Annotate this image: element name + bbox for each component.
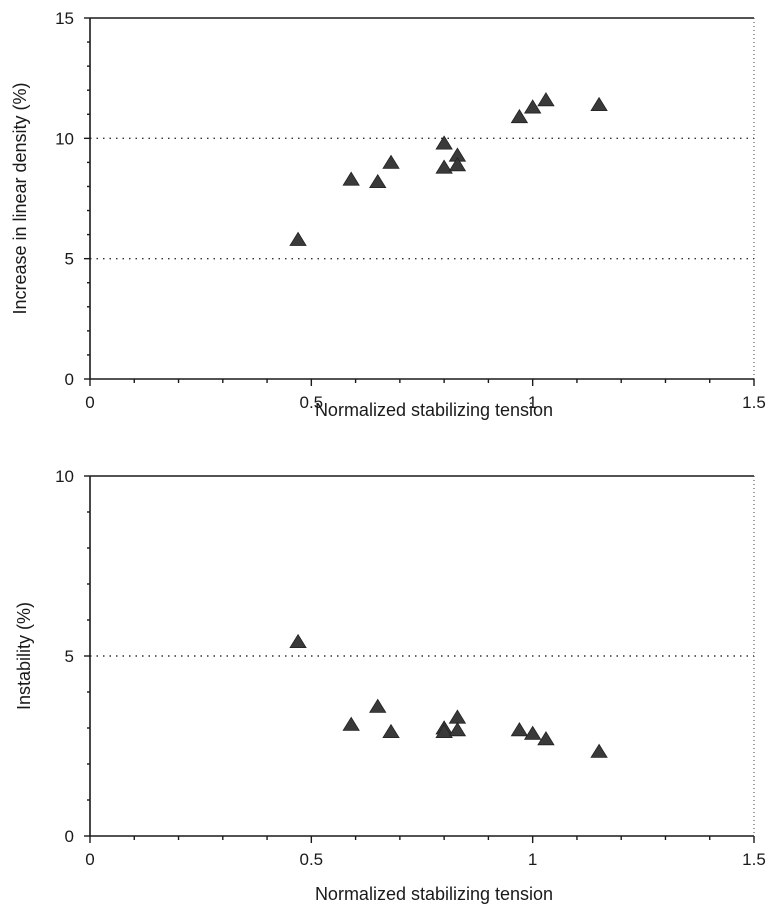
data-point-triangle <box>590 743 608 758</box>
data-point-triangle <box>510 722 529 737</box>
data-point-triangle <box>448 157 467 172</box>
chart-linear-density: 0 0.5 1 1.5 0 5 10 15 Normalized stabilizing ten… <box>10 9 766 420</box>
data-point-triangle <box>369 698 387 713</box>
data-point-triangle <box>289 633 307 648</box>
data-point-triangle <box>448 709 467 724</box>
data-point-triangle <box>435 135 453 150</box>
y-axis-title: Increase in linear density (%) <box>10 82 30 314</box>
y-tick-label: 15 <box>55 9 74 28</box>
data-point-triangle <box>435 723 453 738</box>
y-tick-label: 5 <box>65 647 74 666</box>
y-tick-label: 5 <box>65 250 74 269</box>
data-point-triangle <box>342 716 360 731</box>
x-tick-label: 0.5 <box>300 393 324 412</box>
data-point-triangle <box>289 231 307 246</box>
x-tick-label: 1.5 <box>742 393 766 412</box>
data-point-triangle <box>369 173 387 189</box>
y-tick-label: 0 <box>65 370 74 389</box>
x-tick-label: 1 <box>528 393 537 412</box>
data-point-triangle <box>342 171 360 186</box>
y-tick-label: 0 <box>65 827 74 846</box>
y-tick-label: 10 <box>55 129 74 148</box>
data-point-triangle <box>537 731 555 746</box>
y-axis-title: Instability (%) <box>14 602 34 710</box>
x-tick-label: 1 <box>528 850 537 869</box>
x-tick-label: 1.5 <box>742 850 766 869</box>
x-tick-label: 0 <box>85 393 94 412</box>
x-axis-title: Normalized stabilizing tension <box>315 884 553 904</box>
data-point-triangle <box>510 108 529 124</box>
data-point-triangle <box>523 725 542 740</box>
data-point-triangle <box>537 92 555 107</box>
data-point-triangle <box>523 99 542 114</box>
chart-instability: 0 0.5 1 1.5 0 5 10 Normalized stabilizing tensi… <box>14 467 766 904</box>
data-point-triangle <box>382 154 400 169</box>
x-tick-label: 0.5 <box>300 850 324 869</box>
data-point-triangle <box>382 723 400 738</box>
y-tick-label: 10 <box>55 467 74 486</box>
x-tick-label: 0 <box>85 850 94 869</box>
data-point-triangle <box>448 722 467 737</box>
data-point-triangle <box>590 96 608 112</box>
x-axis-title: Normalized stabilizing tension <box>315 400 553 420</box>
data-point-triangle <box>435 159 453 174</box>
